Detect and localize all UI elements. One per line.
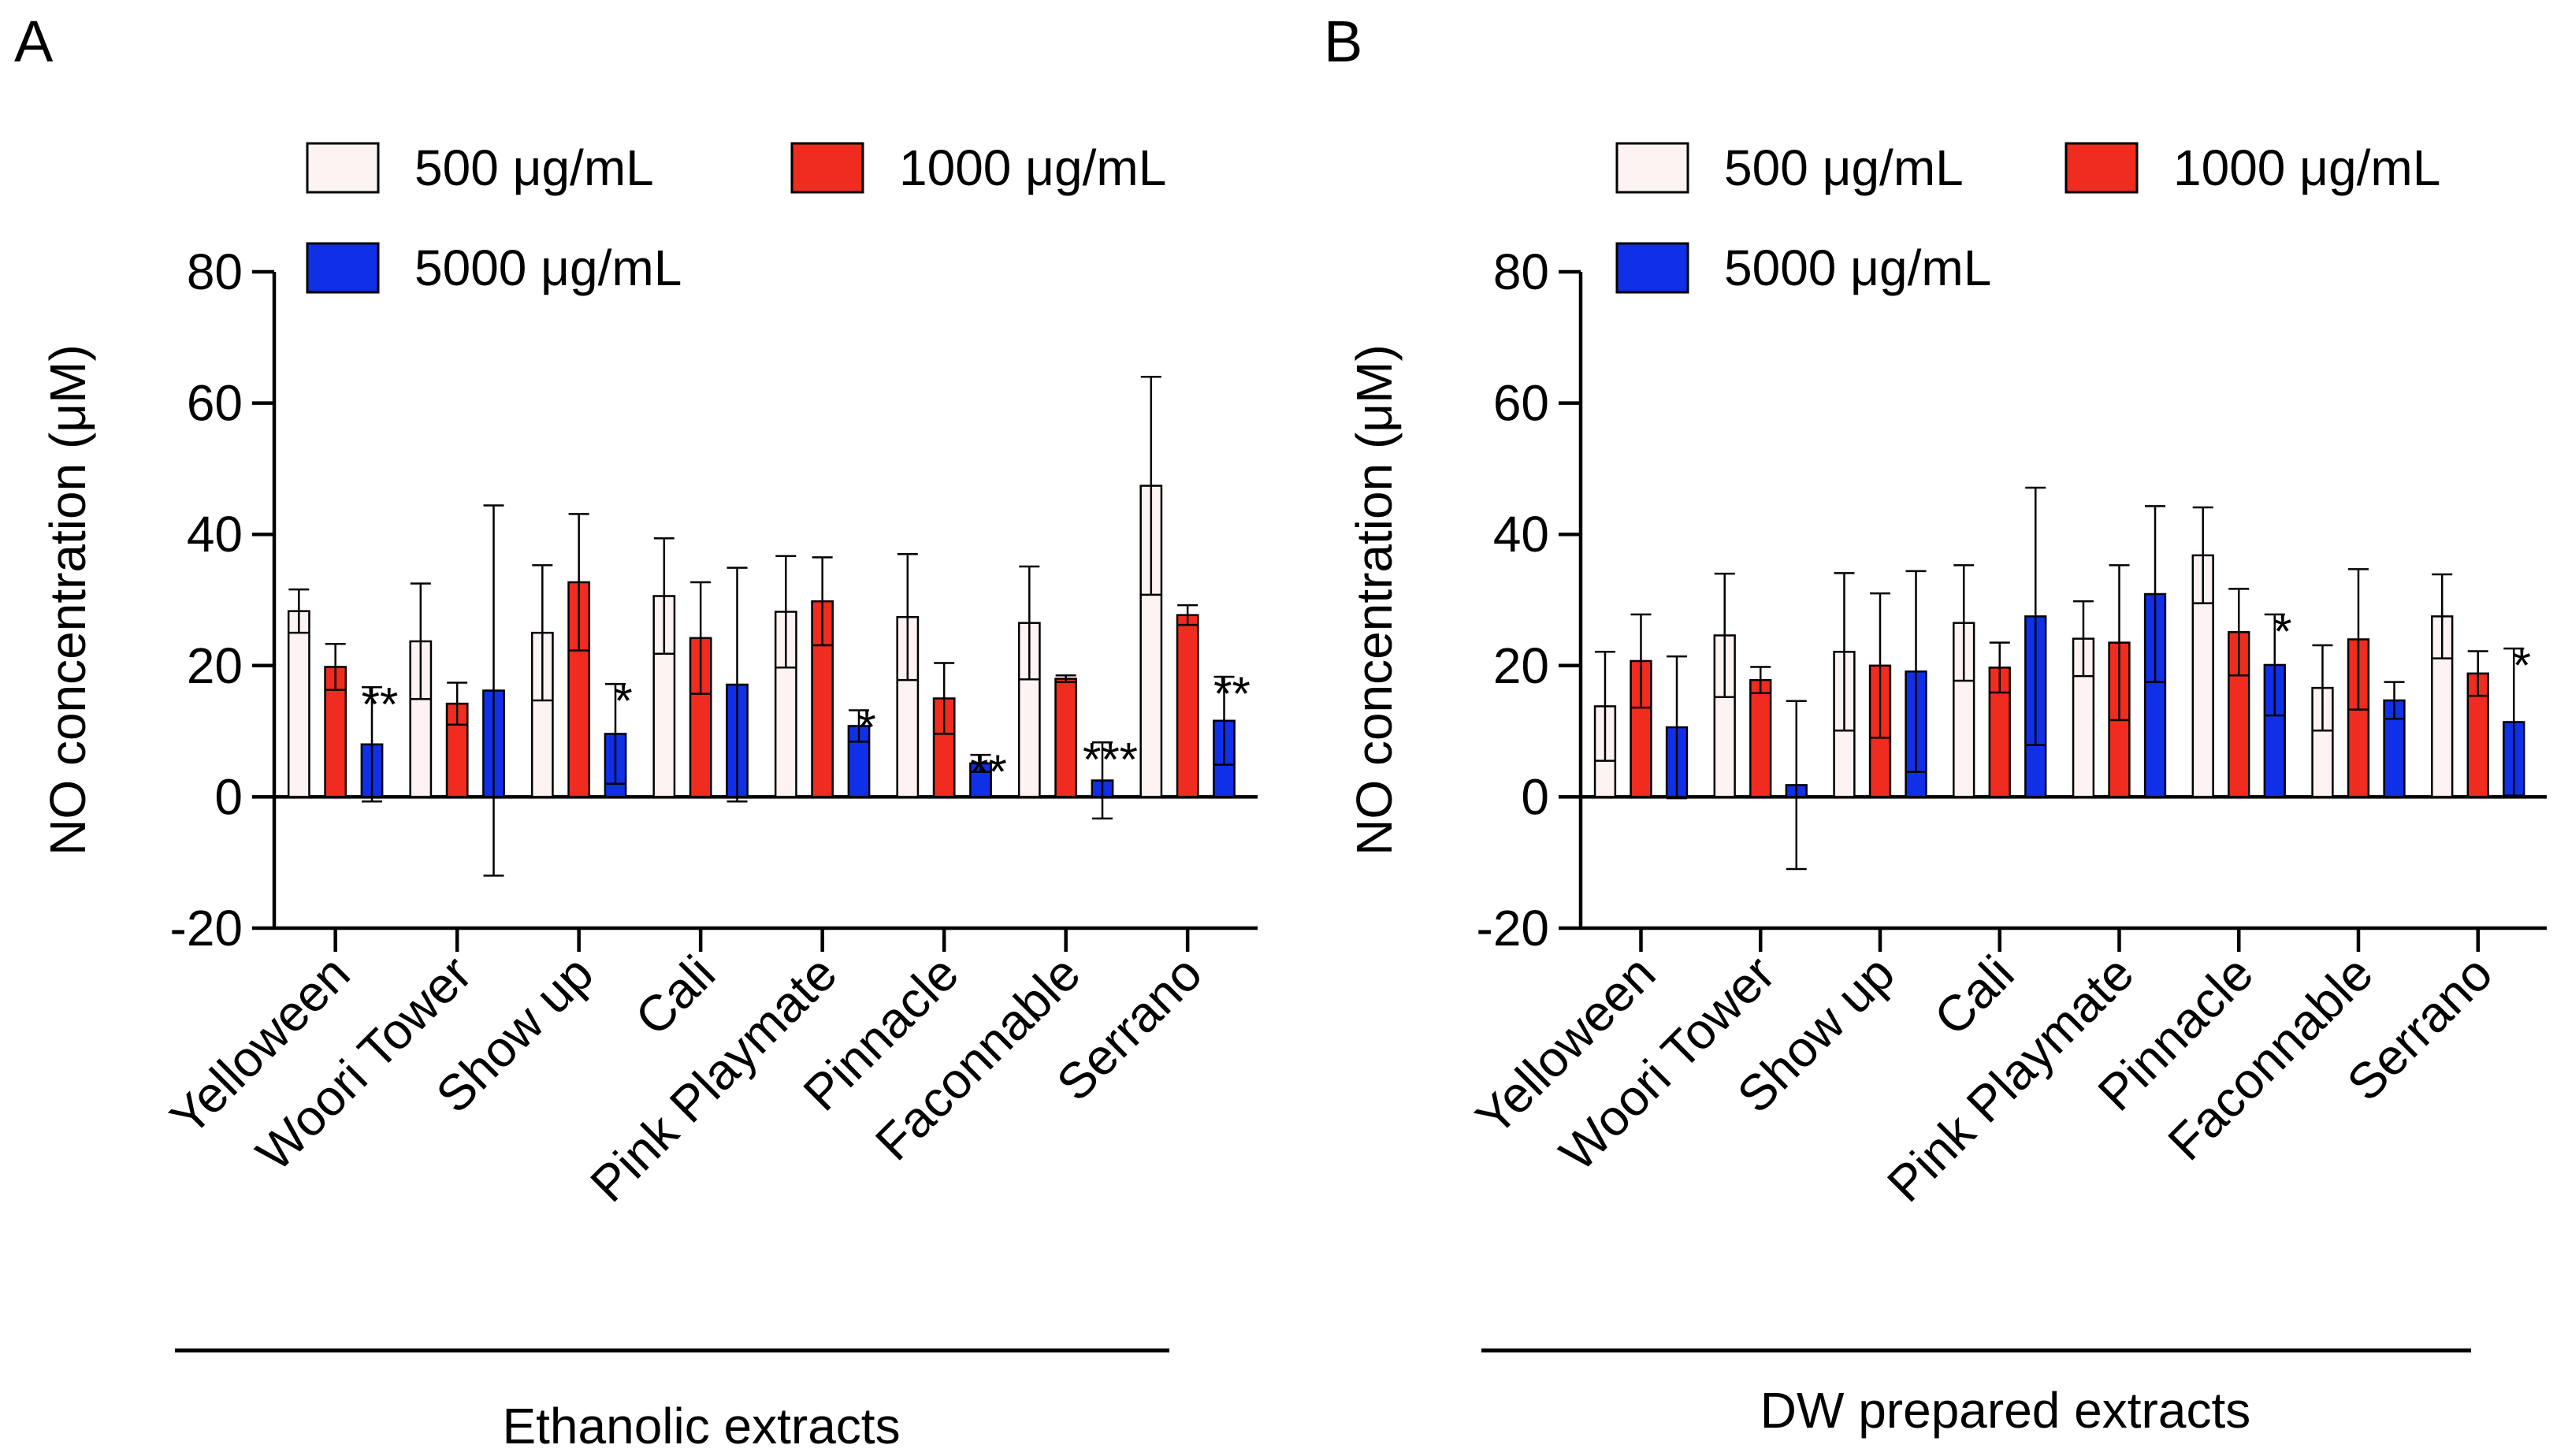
y-tick-label: 0 (214, 768, 243, 825)
y-tick-label: 80 (187, 243, 243, 300)
legend-entry: 5000 μg/mL (1724, 240, 1991, 296)
bar-group (1713, 572, 1808, 871)
significance-marker: ** (362, 678, 399, 730)
bar (287, 610, 310, 798)
legend: 500 μg/mL 1000 μg/mL 5000 μg/mL (1615, 139, 2440, 296)
panel-b: B 500 μg/mL 1000 μg/mL 5000 μg/mL -20 0 20 40 60… (1324, 9, 2547, 1439)
y-tick-label: 40 (1493, 506, 1549, 563)
legend-entry: 500 μg/mL (414, 139, 654, 196)
significance-marker: * (614, 674, 632, 727)
bar-group: ** (896, 552, 1007, 798)
significance-marker: ** (1213, 667, 1251, 720)
y-axis: -20 0 20 40 60 80 (1477, 243, 1583, 956)
legend-entry: 1000 μg/mL (899, 139, 1166, 196)
bar-group: * (774, 555, 876, 798)
panel-a: A 500 μg/mL 1000 μg/mL 5000 μg/mL -20 0 20 40 60… (14, 9, 1258, 1454)
bar (1749, 678, 1772, 798)
y-axis-title: NO concentration (μM) (39, 344, 96, 856)
bar-group (1833, 570, 1927, 798)
legend-entry: 5000 μg/mL (414, 240, 682, 296)
panel-letter: B (1324, 9, 1362, 74)
y-tick-label: 20 (1493, 637, 1549, 694)
y-tick-label: 60 (1493, 375, 1549, 432)
legend-swatch (1615, 142, 1689, 194)
x-tick-label: Cali (624, 945, 726, 1046)
bar-group (652, 537, 749, 803)
x-tick-label: Cali (1923, 945, 2025, 1046)
y-tick-label: 0 (1521, 768, 1549, 825)
group-label: DW prepared extracts (1760, 1382, 2250, 1439)
y-tick-label: 80 (1493, 243, 1549, 300)
y-tick-label: 40 (187, 506, 243, 563)
legend-entry: 1000 μg/mL (2173, 139, 2440, 196)
bar (1176, 614, 1199, 798)
bar-group: * (2431, 573, 2531, 798)
significance-marker: * (2513, 639, 2531, 692)
legend-swatch (2064, 142, 2139, 194)
bar-group (409, 504, 505, 877)
bar-group: *** (1017, 565, 1138, 820)
bar (1054, 678, 1078, 798)
significance-marker: ** (970, 745, 1007, 798)
y-axis-title: NO concentration (μM) (1346, 344, 1403, 856)
y-tick-label: -20 (170, 900, 243, 956)
bar-group (1593, 613, 1689, 800)
y-tick-label: -20 (1477, 900, 1550, 956)
y-axis: -20 0 20 40 60 80 (170, 243, 277, 956)
bar-group (2072, 505, 2167, 798)
legend-entry: 500 μg/mL (1724, 139, 1964, 196)
legend-swatch (306, 242, 380, 294)
bar-groups: ** (1593, 486, 2531, 871)
significance-marker: *** (1083, 733, 1138, 786)
legend-swatch (1615, 242, 1689, 294)
bar-group: * (530, 513, 633, 798)
y-tick-label: 20 (187, 637, 243, 694)
bar-group: ** (287, 588, 399, 803)
group-label: Ethanolic extracts (502, 1398, 900, 1454)
bar (1868, 664, 1892, 798)
y-tick-label: 60 (187, 375, 243, 432)
legend-swatch (790, 142, 864, 194)
legend: 500 μg/mL 1000 μg/mL 5000 μg/mL (306, 139, 1166, 296)
panel-letter: A (14, 9, 54, 74)
bar-groups: ** * *** ***** (287, 376, 1251, 877)
bar-group (2311, 568, 2406, 798)
bar-group (1953, 486, 2047, 798)
significance-marker: * (2273, 605, 2291, 658)
legend-swatch (306, 142, 380, 194)
bar-group: * (2191, 506, 2291, 798)
bar-group: ** (1139, 376, 1251, 798)
significance-marker: * (857, 700, 875, 753)
